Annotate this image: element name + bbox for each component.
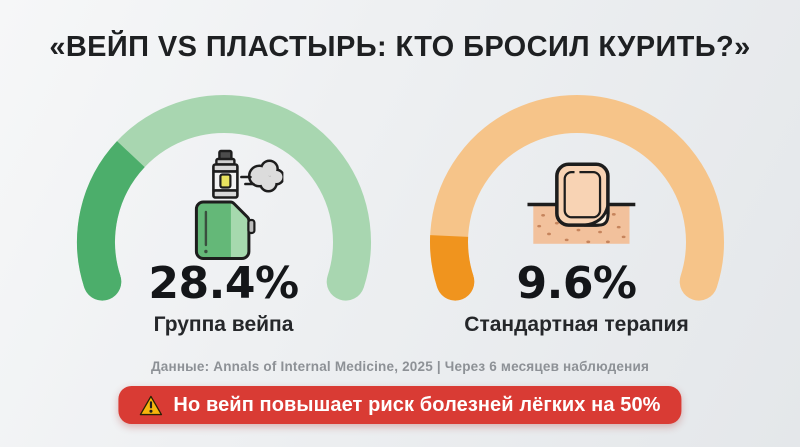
warning-triangle-icon	[139, 395, 163, 415]
warning-text: Но вейп повышает риск болезней лёгких на…	[173, 393, 661, 416]
gauge-vape-label: Группа вейпа	[153, 313, 294, 336]
source-note: Данные: Annals of Internal Medicine, 202…	[150, 359, 650, 374]
gauge-vape-value: 28.4%	[148, 258, 299, 309]
gauge-vape-arc	[76, 94, 371, 301]
gauge-patch-label: Стандартная терапия	[464, 313, 689, 336]
vape-device-icon	[173, 149, 283, 260]
gauge-patch-arc	[429, 94, 724, 301]
gauge-row: 28.4% Группа вейпа	[0, 92, 800, 350]
gauge-patch-value: 9.6%	[516, 258, 637, 309]
gauge-vape: 28.4% Группа вейпа	[74, 92, 374, 350]
warning-banner: Но вейп повышает риск болезней лёгких на…	[118, 386, 682, 424]
page-title: «ВЕЙП VS ПЛАСТЫРЬ: КТО БРОСИЛ КУРИТЬ?»	[49, 31, 751, 63]
gauge-patch: 9.6% Стандартная терапия	[427, 92, 727, 350]
nicotine-patch-icon	[526, 150, 636, 260]
